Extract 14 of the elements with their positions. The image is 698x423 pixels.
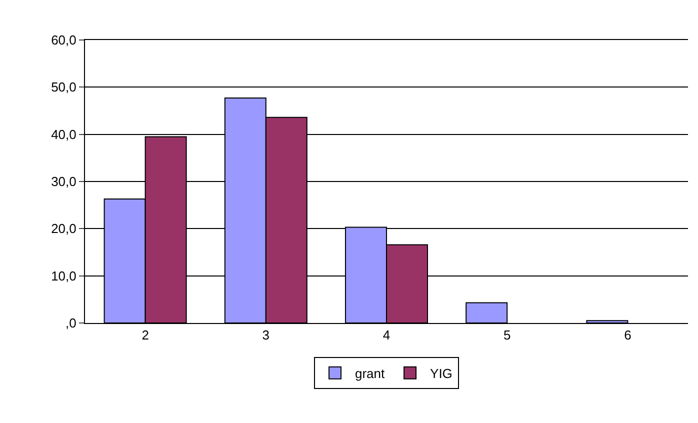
y-tick-label: 50,0 xyxy=(51,80,76,95)
x-tick-label: 2 xyxy=(142,328,149,343)
x-tick-label: 3 xyxy=(262,328,270,343)
x-tick-label: 5 xyxy=(503,328,511,343)
x-tick-label: 6 xyxy=(624,328,632,343)
legend-label: grant xyxy=(355,366,386,381)
y-tick-label: 60,0 xyxy=(51,32,76,48)
x-tick-label: 4 xyxy=(382,328,390,343)
y-tick-label: 20,0 xyxy=(51,221,76,236)
legend-label: YIG xyxy=(430,366,452,381)
y-tick-label: ,0 xyxy=(66,316,76,331)
y-tick-label: 10,0 xyxy=(51,268,76,284)
y-tick-label: 30,0 xyxy=(51,174,76,190)
y-tick-label: 40,0 xyxy=(51,126,76,142)
